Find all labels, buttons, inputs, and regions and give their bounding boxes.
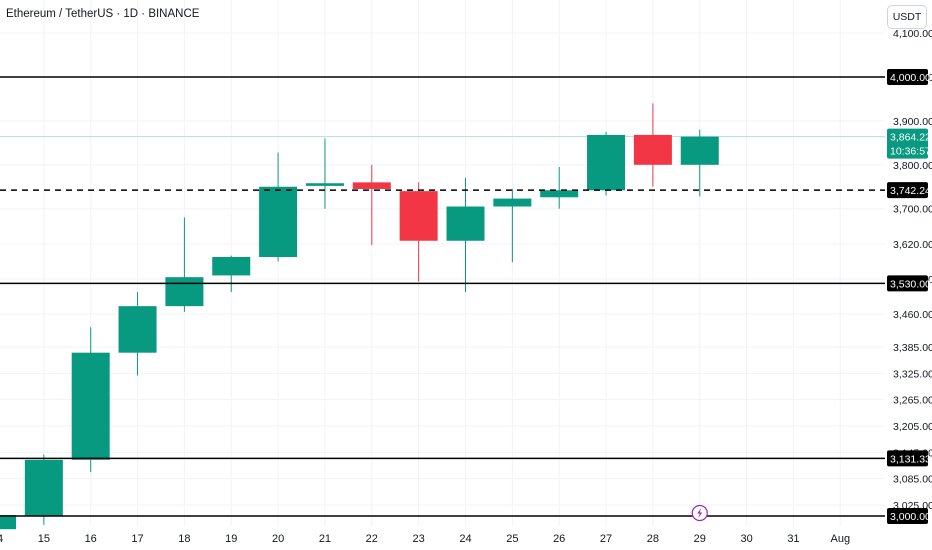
candle (165, 217, 204, 312)
x-tick-label: 16 (85, 533, 97, 545)
candle (305, 138, 344, 209)
countdown-label: 10:36:57 (890, 146, 931, 158)
x-tick-label: 23 (413, 533, 425, 545)
candle-body (71, 352, 110, 460)
x-tick-label: 20 (272, 533, 284, 545)
candle-body (587, 134, 626, 191)
level-tag-box (887, 450, 928, 467)
candle (118, 292, 157, 376)
y-tick-label: 3,205.00 (893, 421, 932, 433)
level-tag-box (887, 182, 928, 199)
level-price-tag: 3,530.00 (887, 275, 931, 292)
y-tick-label: 3,800.00 (893, 160, 932, 172)
candle-body (493, 198, 532, 207)
candle (259, 152, 298, 262)
candle (399, 182, 438, 282)
x-tick-label: 31 (787, 533, 799, 545)
y-tick-label: 3,900.00 (893, 116, 932, 128)
y-tick-label: 4,100.00 (893, 28, 932, 40)
candle (493, 188, 532, 263)
x-tick-label: Aug (831, 533, 851, 545)
x-tick-label: 17 (131, 533, 143, 545)
lightning-icon (691, 504, 708, 522)
candle-body (680, 136, 719, 165)
candle-body (0, 515, 16, 530)
level-tag-box (887, 69, 928, 85)
x-tick-label: 15 (38, 533, 50, 545)
candle (587, 131, 626, 196)
x-tick-label: 21 (319, 533, 331, 545)
x-tick-label: 14 (0, 533, 3, 545)
grid (0, 0, 885, 526)
candle (0, 515, 16, 530)
candle (212, 255, 251, 293)
y-tick-label: 3,085.00 (893, 474, 932, 486)
y-tick-label: 3,620.00 (893, 239, 932, 251)
level-tag-box (887, 275, 928, 292)
level-price-tag: 3,742.24 (887, 182, 931, 199)
level-price-tag: 3,000.00 (887, 508, 931, 524)
x-tick-label: 26 (553, 533, 565, 545)
y-axis: 4,100.00 4,000.00 3,900.00 3,800.00 3,700.00… (893, 28, 932, 512)
horizontal-levels (0, 76, 885, 517)
lightning-bolt (697, 508, 703, 518)
x-tick-label: 24 (459, 533, 471, 545)
candle (446, 177, 485, 293)
x-axis: 14 15 16 17 18 19 20 21 22 23 24 25 26 27 28 29 30 31 Aug (0, 533, 850, 545)
x-tick-label: 28 (647, 533, 659, 545)
candle-body (259, 186, 298, 257)
currency-badge[interactable]: USDT (887, 5, 927, 29)
y-tick-label: 3,700.00 (893, 204, 932, 216)
candle-body (352, 182, 391, 189)
candle (540, 166, 579, 209)
candle-body (118, 306, 157, 353)
candle-body (212, 256, 251, 276)
level-price-tag: 3,131.33 (887, 450, 931, 467)
candle-body (633, 134, 672, 165)
candle-body (305, 183, 344, 186)
level-tag-box (887, 508, 928, 524)
candle (680, 129, 719, 197)
x-tick-label: 18 (178, 533, 190, 545)
candles (0, 103, 719, 530)
y-tick-label: 3,325.00 (893, 368, 932, 380)
y-tick-label: 3,460.00 (893, 309, 932, 321)
candle (352, 164, 391, 246)
chart-title: Ethereum / TetherUS · 1D · BINANCE (6, 8, 200, 20)
candle-body (399, 191, 438, 241)
x-tick-label: 27 (600, 533, 612, 545)
x-tick-label: 30 (740, 533, 752, 545)
level-tag-label: 3,131.33 (890, 453, 931, 465)
x-tick-label: 22 (366, 533, 378, 545)
x-tick-label: 19 (225, 533, 237, 545)
candle (24, 454, 63, 525)
current-price-label: 3,864.22 (890, 132, 931, 144)
level-tag-label: 3,000.00 (890, 511, 931, 523)
candle-body (24, 459, 63, 516)
candle (71, 327, 110, 473)
x-tick-label: 29 (694, 533, 706, 545)
level-tag-label: 3,742.24 (890, 185, 931, 197)
current-price-tag: 3,864.22 10:36:57 (887, 128, 931, 159)
candle-body (540, 190, 579, 198)
y-tick-label: 3,265.00 (893, 395, 932, 407)
level-price-tag: 4,000.00 (887, 69, 931, 85)
x-tick-label: 25 (506, 533, 518, 545)
level-tag-label: 4,000.00 (890, 72, 931, 84)
candle-body (165, 277, 204, 307)
y-tick-label: 3,385.00 (893, 342, 932, 354)
candle-body (446, 206, 485, 241)
level-tag-label: 3,530.00 (890, 278, 931, 290)
level-tags: 4,000.00 3,742.24 3,530.00 3,131.33 3,000.00… (887, 69, 931, 524)
current-price-box (887, 128, 928, 159)
candle (633, 103, 672, 187)
